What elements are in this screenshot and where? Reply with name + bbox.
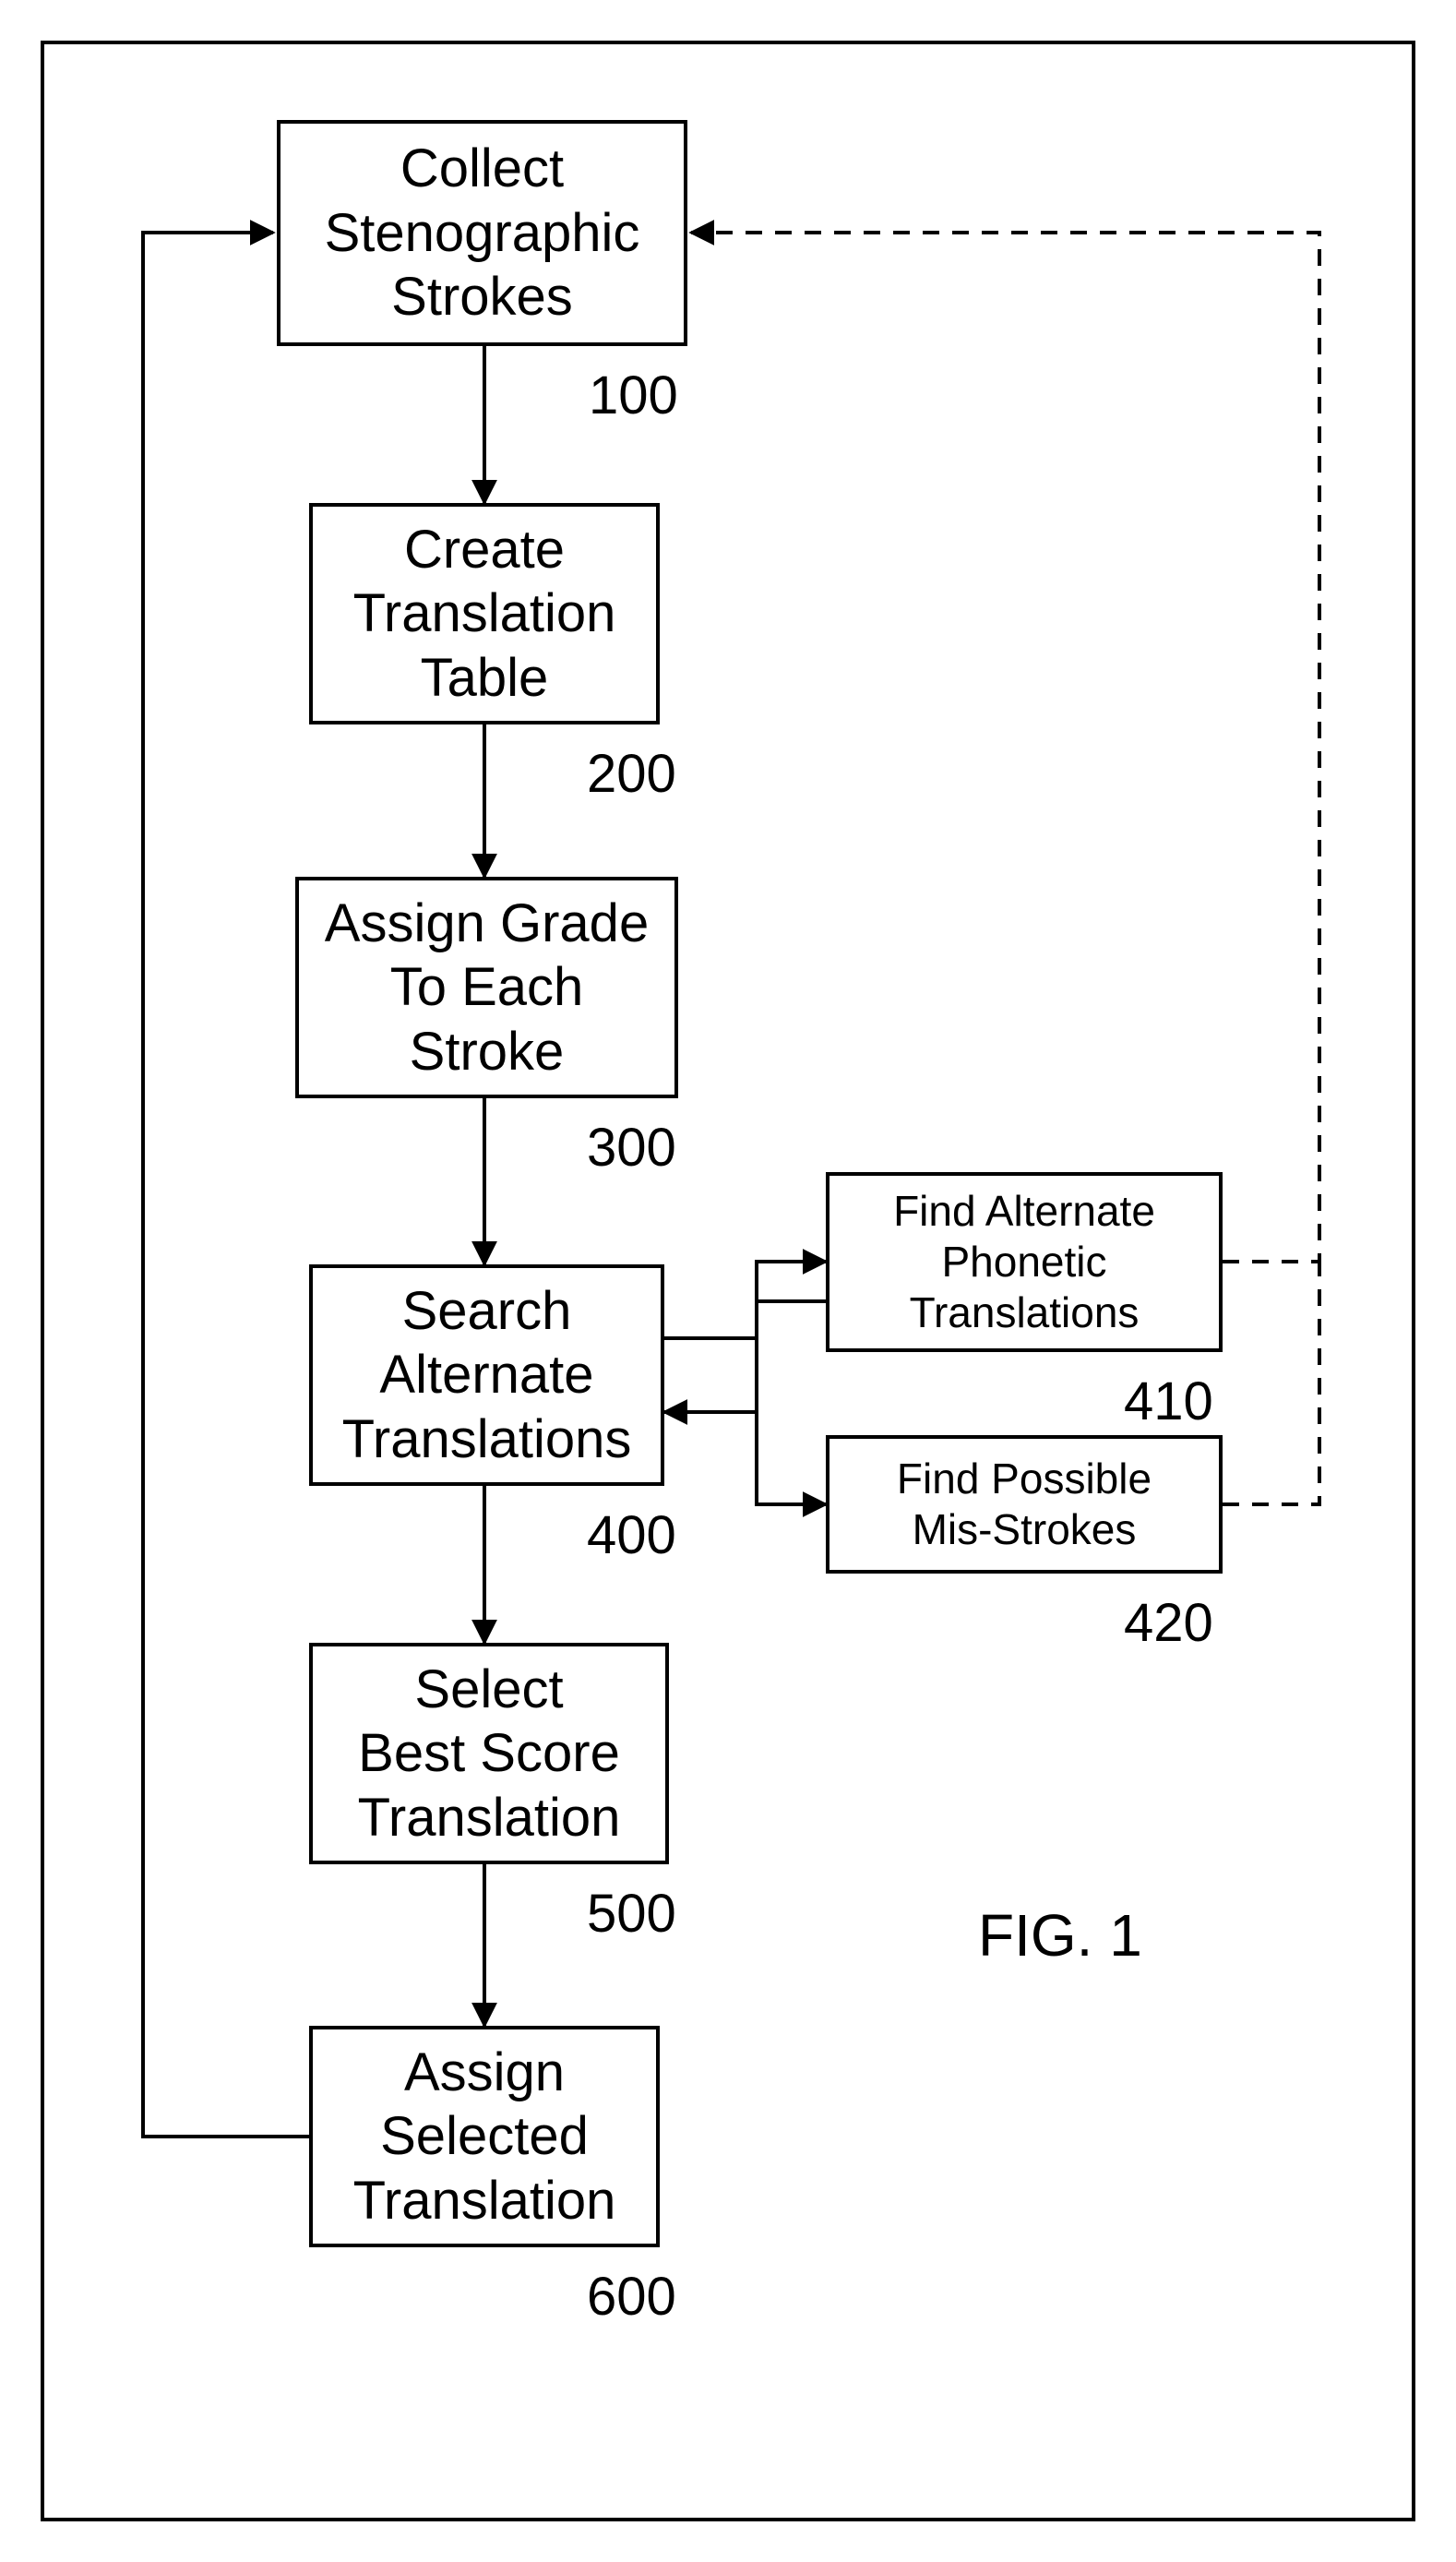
figure-caption: FIG. 1: [978, 1901, 1142, 1969]
box-text: CreateTranslationTable: [353, 518, 616, 711]
ref-300: 300: [587, 1117, 676, 1179]
ref-500: 500: [587, 1883, 676, 1945]
ref-400: 400: [587, 1504, 676, 1566]
ref-600: 600: [587, 2266, 676, 2328]
box-text: Find PossibleMis-Strokes: [897, 1454, 1152, 1555]
box-search-alternate: SearchAlternateTranslations: [309, 1264, 664, 1486]
canvas: CollectStenographicStrokes CreateTransla…: [0, 0, 1456, 2562]
ref-420: 420: [1124, 1592, 1213, 1654]
box-collect-strokes: CollectStenographicStrokes: [277, 120, 687, 346]
ref-200: 200: [587, 743, 676, 805]
box-text: SearchAlternateTranslations: [342, 1279, 632, 1472]
box-select-best: SelectBest ScoreTranslation: [309, 1643, 669, 1864]
box-find-phonetic: Find AlternatePhoneticTranslations: [826, 1172, 1223, 1352]
box-assign-selected: AssignSelectedTranslation: [309, 2026, 660, 2247]
box-create-table: CreateTranslationTable: [309, 503, 660, 724]
box-text: AssignSelectedTranslation: [353, 2041, 616, 2233]
box-find-misstrokes: Find PossibleMis-Strokes: [826, 1435, 1223, 1574]
box-text: Find AlternatePhoneticTranslations: [893, 1186, 1155, 1339]
box-assign-grade: Assign GradeTo EachStroke: [295, 877, 678, 1098]
box-text: SelectBest ScoreTranslation: [358, 1658, 621, 1850]
box-text: CollectStenographicStrokes: [325, 137, 640, 329]
ref-100: 100: [589, 365, 678, 426]
ref-410: 410: [1124, 1371, 1213, 1432]
box-text: Assign GradeTo EachStroke: [325, 892, 649, 1084]
